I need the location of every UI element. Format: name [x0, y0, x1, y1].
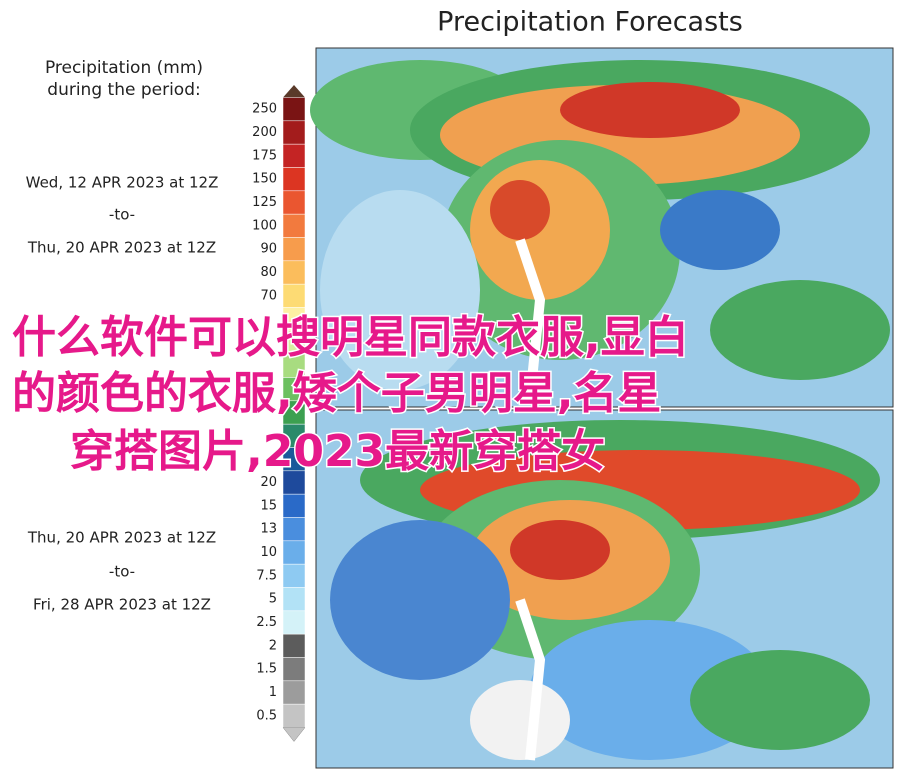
- legend-label: 70: [260, 288, 277, 303]
- legend-swatch: [282, 633, 306, 658]
- period-start: Thu, 20 APR 2023 at 12Z: [27, 529, 216, 547]
- legend-swatch: [282, 283, 306, 308]
- legend-swatch: [282, 587, 306, 612]
- legend-label: 250: [252, 102, 277, 117]
- overlay-text: 什么软件可以搜明星同款衣服,显白: [12, 312, 689, 363]
- legend-label: 80: [260, 265, 277, 280]
- legend-label: 200: [252, 125, 277, 140]
- overlay-text: 穿搭图片,2023最新穿搭女: [70, 426, 605, 477]
- legend-label: 20: [260, 475, 277, 490]
- legend-label: 2: [269, 638, 277, 653]
- legend-swatch: [282, 563, 306, 588]
- legend-swatch: [282, 213, 306, 238]
- legend-swatch: [282, 657, 306, 682]
- legend-swatch: [282, 517, 306, 542]
- legend-title: during the period:: [47, 80, 200, 100]
- legend-arrow-bottom: [282, 727, 306, 742]
- legend-label: 5: [269, 592, 277, 607]
- legend-swatch: [282, 540, 306, 565]
- legend-label: 15: [260, 498, 277, 513]
- legend-label: 125: [252, 195, 277, 210]
- legend-swatch: [282, 260, 306, 285]
- legend-swatch: [282, 493, 306, 518]
- map-top: [310, 47, 894, 408]
- legend-label: 150: [252, 172, 277, 187]
- legend-label: 10: [260, 545, 277, 560]
- legend-swatch: [282, 120, 306, 145]
- legend-swatch: [282, 97, 306, 122]
- legend-label: 1.5: [256, 662, 277, 677]
- legend-swatch: [282, 143, 306, 168]
- period-to: -to-: [109, 206, 135, 224]
- legend-swatch: [282, 610, 306, 635]
- legend-swatch: [282, 167, 306, 192]
- legend-arrow-top: [283, 85, 305, 98]
- legend-label: 13: [260, 522, 277, 537]
- legend-label: 2.5: [256, 615, 277, 630]
- title: Precipitation Forecasts: [437, 7, 743, 38]
- legend-swatch: [282, 680, 306, 705]
- legend-swatch: [282, 190, 306, 215]
- period-end: Thu, 20 APR 2023 at 12Z: [27, 239, 216, 257]
- legend-label: 1: [269, 685, 277, 700]
- period-to: -to-: [109, 563, 135, 581]
- legend-swatch: [282, 237, 306, 262]
- legend-label: 175: [252, 148, 277, 163]
- legend-label: 90: [260, 242, 277, 257]
- legend: 250 200 175 150 125 100 90 80 70 20 15 13 10 7.5 5 2.5 2…: [252, 97, 306, 742]
- legend-swatch: [282, 703, 306, 728]
- legend-label: 100: [252, 218, 277, 233]
- legend-label: 7.5: [256, 568, 277, 583]
- legend-title: Precipitation (mm): [45, 58, 203, 78]
- period-start: Wed, 12 APR 2023 at 12Z: [26, 174, 219, 192]
- legend-label: 0.5: [256, 708, 277, 723]
- overlay-text: 的颜色的衣服,矮个子男明星,名星: [12, 368, 661, 419]
- period-end: Fri, 28 APR 2023 at 12Z: [33, 596, 211, 614]
- map-bottom: [315, 409, 894, 769]
